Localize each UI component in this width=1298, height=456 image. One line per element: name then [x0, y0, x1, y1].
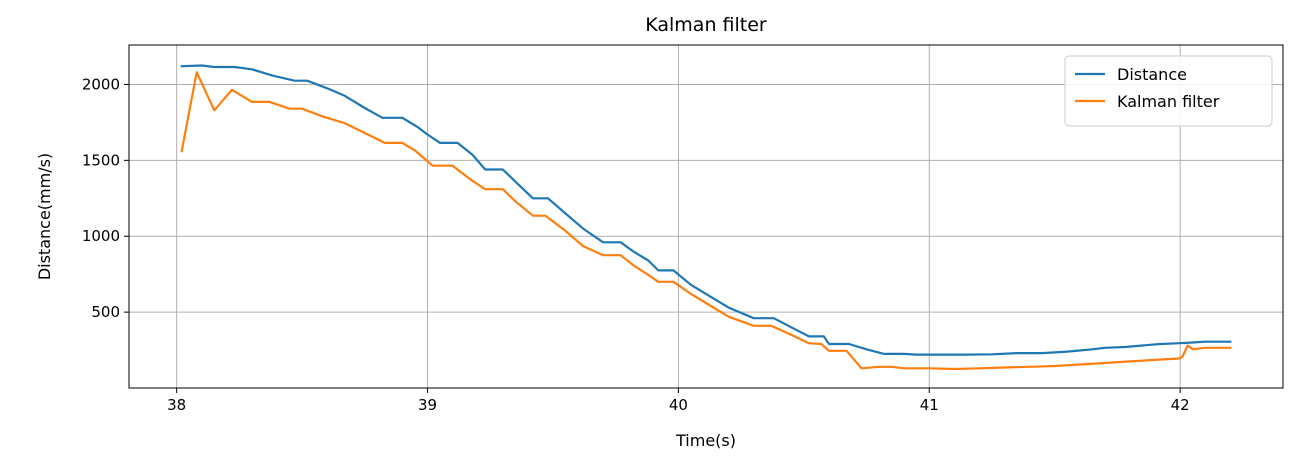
y-axis-label: Distance(mm/s) — [35, 153, 54, 280]
legend-label: Distance — [1117, 65, 1187, 84]
x-axis-label: Time(s) — [675, 431, 736, 450]
series-line-distance — [180, 64, 1232, 356]
legend-label: Kalman filter — [1117, 92, 1220, 111]
y-tick-label: 1000 — [82, 227, 120, 245]
series-lines — [180, 64, 1232, 371]
series-line-kalman-filter — [180, 71, 1232, 371]
y-tick-label: 500 — [91, 303, 120, 321]
chart-title: Kalman filter — [645, 14, 767, 36]
axis-ticks: 38 39 40 41 42 500 1000 1500 2000 — [82, 75, 1190, 414]
x-tick-label: 39 — [418, 396, 437, 414]
legend-box — [1064, 55, 1273, 127]
x-tick-label: 38 — [167, 396, 186, 414]
y-tick-label: 1500 — [82, 151, 120, 169]
plot-frame — [128, 44, 1284, 389]
legend: Distance Kalman filter — [1064, 55, 1273, 127]
x-tick-label: 40 — [669, 396, 688, 414]
y-tick-label: 2000 — [82, 75, 120, 93]
x-tick-label: 42 — [1171, 396, 1190, 414]
x-tick-label: 41 — [920, 396, 939, 414]
